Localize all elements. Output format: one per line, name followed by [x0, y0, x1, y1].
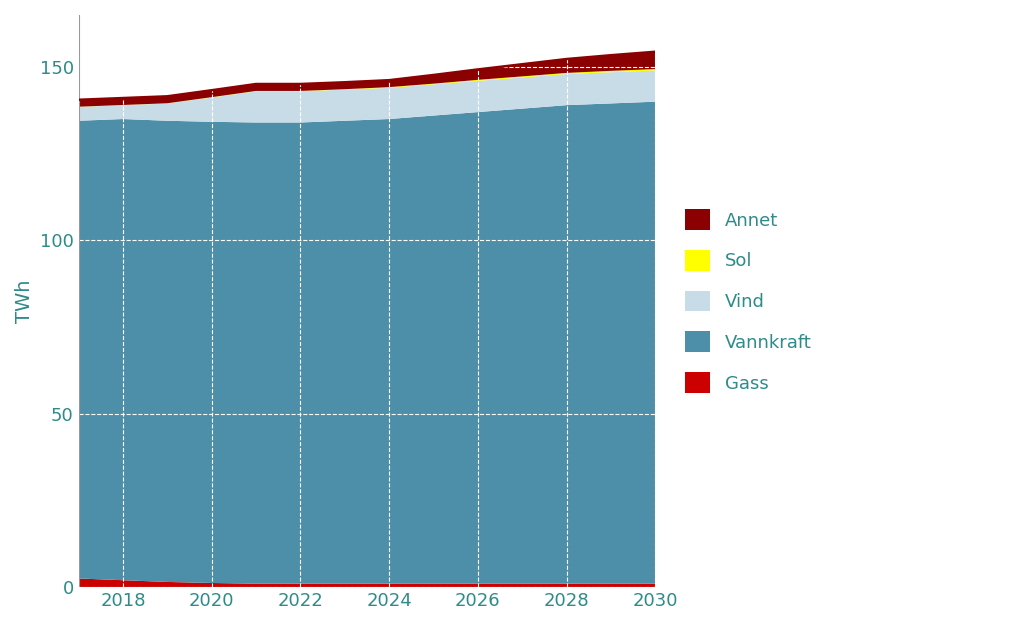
Legend: Annet, Sol, Vind, Vannkraft, Gass: Annet, Sol, Vind, Vannkraft, Gass — [676, 200, 820, 402]
Y-axis label: TWh: TWh — [15, 279, 34, 323]
